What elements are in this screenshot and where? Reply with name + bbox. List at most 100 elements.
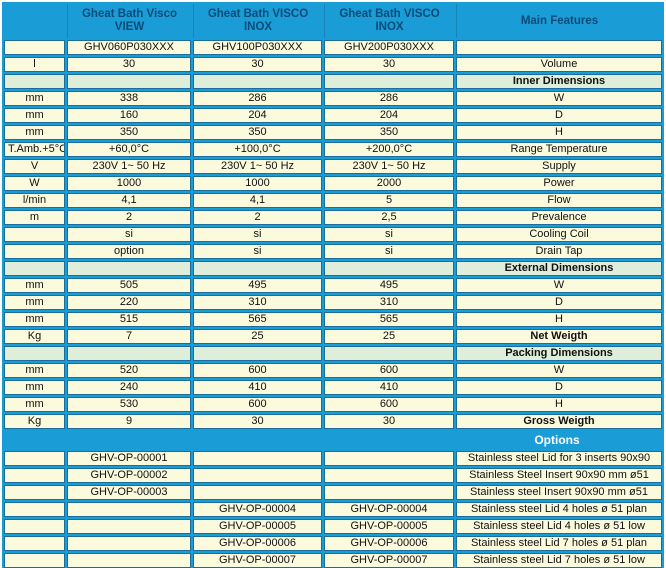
cell-feature: Power — [456, 176, 662, 191]
cell-value: 410 — [324, 380, 454, 395]
cell-value — [67, 553, 191, 568]
cell-value: 25 — [324, 329, 454, 344]
cell-value: 9 — [67, 414, 191, 429]
cell-feature: W — [456, 363, 662, 378]
cell-value: 515 — [67, 312, 191, 327]
cell-value: GHV200P030XXX — [324, 40, 454, 55]
cell-feature: Stainless steel Lid 7 holes ø 51 low — [456, 553, 662, 568]
cell-unit — [4, 227, 65, 242]
table-row: GHV-OP-00001 Stainless steel Lid for 3 in… — [4, 451, 662, 466]
cell-value: +200,0°C — [324, 142, 454, 157]
table-row: GHV-OP-00004 GHV-OP-00004 Stainless steel … — [4, 502, 662, 517]
cell-unit — [4, 244, 65, 259]
cell-value: 350 — [67, 125, 191, 140]
cell-value: GHV060P030XXX — [67, 40, 191, 55]
cell-unit: mm — [4, 125, 65, 140]
cell-feature: Inner Dimensions — [456, 74, 662, 89]
cell-value: 230V 1~ 50 Hz — [67, 159, 191, 174]
table-row: l/min 4,1 4,1 5 Flow — [4, 193, 662, 208]
cell-value: 240 — [67, 380, 191, 395]
cell-unit — [4, 40, 65, 55]
cell-value: 30 — [67, 57, 191, 72]
cell-feature: Stainless Steel Insert 90x90 mm ø51 — [456, 468, 662, 483]
cell-value: 310 — [324, 295, 454, 310]
header-cell-visco-view: Gheat Bath Visco VIEW — [67, 4, 191, 38]
cell-value: 2,5 — [324, 210, 454, 225]
cell-value: GHV-OP-00007 — [324, 553, 454, 568]
cell-value — [67, 536, 191, 551]
header-cell-visco-inox-100: Gheat Bath VISCO INOX — [193, 4, 322, 38]
table-row: GHV-OP-00003 Stainless steel Insert 90x90… — [4, 485, 662, 500]
cell-unit — [4, 502, 65, 517]
table-row: l 30 30 30 Volume — [4, 57, 662, 72]
cell-value: 30 — [324, 414, 454, 429]
cell-unit: l — [4, 57, 65, 72]
cell-feature: H — [456, 312, 662, 327]
cell-value — [324, 485, 454, 500]
cell-value: 495 — [193, 278, 322, 293]
table-row: si si si Cooling Coil — [4, 227, 662, 242]
cell-value: 230V 1~ 50 Hz — [193, 159, 322, 174]
table-header: Gheat Bath Visco VIEW Gheat Bath VISCO I… — [4, 4, 662, 38]
table-row: mm 240 410 410 D — [4, 380, 662, 395]
cell-unit: mm — [4, 397, 65, 412]
cell-value: 565 — [324, 312, 454, 327]
table-row: GHV-OP-00006 GHV-OP-00006 Stainless steel … — [4, 536, 662, 551]
cell-feature — [456, 40, 662, 55]
cell-value: 4,1 — [193, 193, 322, 208]
cell-unit: V — [4, 159, 65, 174]
cell-value: si — [324, 227, 454, 242]
table-row: Kg 9 30 30 Gross Weigth — [4, 414, 662, 429]
cell-unit — [4, 261, 65, 276]
cell-value: 286 — [324, 91, 454, 106]
table-row: mm 520 600 600 W — [4, 363, 662, 378]
cell-value: GHV-OP-00002 — [67, 468, 191, 483]
cell-feature: Gross Weigth — [456, 414, 662, 429]
cell-value: 530 — [67, 397, 191, 412]
cell-value: 1000 — [67, 176, 191, 191]
table-row: mm 530 600 600 H — [4, 397, 662, 412]
cell-feature: Range Temperature — [456, 142, 662, 157]
table-row: GHV060P030XXX GHV100P030XXX GHV200P030XXX — [4, 40, 662, 55]
cell-value: +100,0°C — [193, 142, 322, 157]
cell-value — [324, 261, 454, 276]
cell-value: 7 — [67, 329, 191, 344]
cell-value — [324, 451, 454, 466]
cell-value: GHV-OP-00006 — [324, 536, 454, 551]
cell-value: 204 — [193, 108, 322, 123]
cell-value: 350 — [324, 125, 454, 140]
cell-unit — [4, 451, 65, 466]
cell-unit: Kg — [4, 329, 65, 344]
table-row: mm 160 204 204 D — [4, 108, 662, 123]
cell-unit: T.Amb.+5°C — [4, 142, 65, 157]
cell-feature: Drain Tap — [456, 244, 662, 259]
cell-feature: External Dimensions — [456, 261, 662, 276]
table-row: m 2 2 2,5 Prevalence — [4, 210, 662, 225]
cell-value: option — [67, 244, 191, 259]
cell-unit: l/min — [4, 193, 65, 208]
cell-value: si — [67, 227, 191, 242]
cell-unit — [4, 346, 65, 361]
section-row: Inner Dimensions — [4, 74, 662, 89]
cell-feature: Flow — [456, 193, 662, 208]
cell-value — [193, 261, 322, 276]
cell-unit: mm — [4, 312, 65, 327]
cell-value — [67, 74, 191, 89]
header-cell-unit — [4, 4, 65, 38]
cell-value: 30 — [324, 57, 454, 72]
cell-unit: mm — [4, 278, 65, 293]
table-row: mm 220 310 310 D — [4, 295, 662, 310]
cell-value: 410 — [193, 380, 322, 395]
cell-feature: Volume — [456, 57, 662, 72]
table-row: mm 505 495 495 W — [4, 278, 662, 293]
cell-value — [193, 74, 322, 89]
cell-value: GHV-OP-00004 — [193, 502, 322, 517]
cell-unit — [4, 485, 65, 500]
cell-value — [67, 346, 191, 361]
cell-unit: m — [4, 210, 65, 225]
cell-value: 230V 1~ 50 Hz — [324, 159, 454, 174]
cell-unit — [4, 519, 65, 534]
table-row: Kg 7 25 25 Net Weigth — [4, 329, 662, 344]
